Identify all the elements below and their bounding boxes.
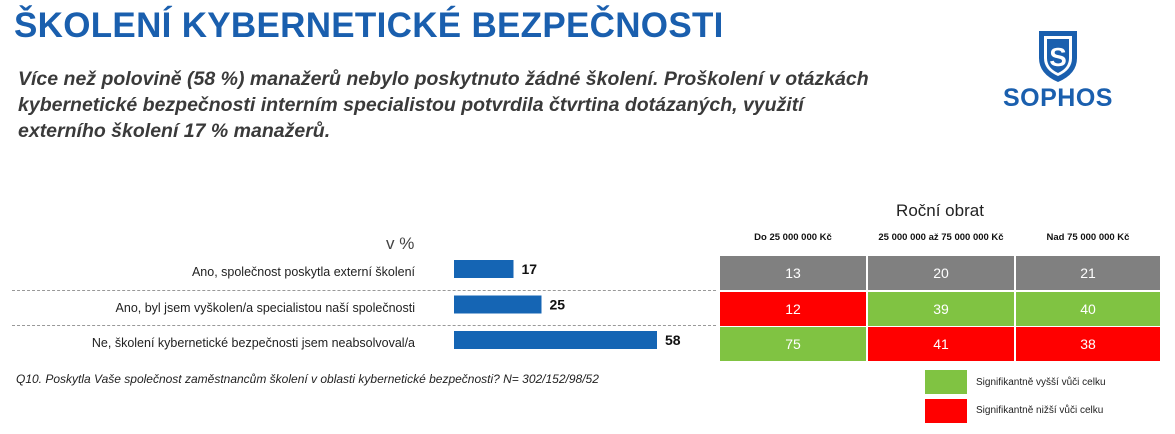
legend-label-higher: Signifikantně vyšší vůči celku xyxy=(976,377,1106,388)
logo-letter: S xyxy=(1049,42,1066,72)
category-label: Ne, školení kybernetické bezpečnosti jse… xyxy=(91,336,415,350)
bar xyxy=(454,295,542,314)
table-cell: 13 xyxy=(720,256,866,290)
legend-swatch-lower xyxy=(925,399,967,423)
row-separator xyxy=(12,290,716,291)
bar-value-label: 58 xyxy=(665,332,681,348)
bar-value-label: 25 xyxy=(550,297,566,313)
row-separator xyxy=(12,325,716,326)
legend-label-lower: Signifikantně nižší vůči celku xyxy=(976,405,1104,416)
table-cell: 40 xyxy=(1016,291,1160,326)
table-cell: 38 xyxy=(1016,327,1160,361)
bar-value-label: 17 xyxy=(522,261,538,277)
table-cell: 41 xyxy=(868,327,1014,361)
logo-text: SOPHOS xyxy=(1003,84,1113,112)
table-cell: 21 xyxy=(1016,256,1160,290)
legend-swatch-higher xyxy=(925,370,967,394)
table-cell: 39 xyxy=(868,291,1014,326)
page-subtitle: Více než polovině (58 %) manažerů nebylo… xyxy=(18,68,869,142)
column-header: Nad 75 000 000 Kč xyxy=(1046,232,1130,243)
bar xyxy=(454,331,657,349)
bar xyxy=(454,260,514,278)
category-label: Ano, byl jsem vyškolen/a specialistou na… xyxy=(115,301,415,315)
sophos-logo: S SOPHOS xyxy=(1003,28,1113,112)
shield-icon: S xyxy=(1039,31,1077,82)
column-header: Do 25 000 000 Kč xyxy=(754,232,832,243)
section-header: Roční obrat xyxy=(896,201,984,220)
table-cell: 12 xyxy=(720,291,866,326)
table-cell: 75 xyxy=(720,327,866,361)
column-header: 25 000 000 až 75 000 000 Kč xyxy=(878,232,1004,243)
unit-label: v % xyxy=(386,234,415,253)
question-footnote: Q10. Poskytla Vaše společnost zaměstnanc… xyxy=(16,372,599,386)
category-label: Ano, společnost poskytla externí školení xyxy=(191,265,415,279)
page-title: ŠKOLENÍ KYBERNETICKÉ BEZPEČNOSTI xyxy=(14,6,724,45)
table-cell: 20 xyxy=(868,256,1014,290)
bar-chart: 17 25 58 xyxy=(454,260,681,349)
